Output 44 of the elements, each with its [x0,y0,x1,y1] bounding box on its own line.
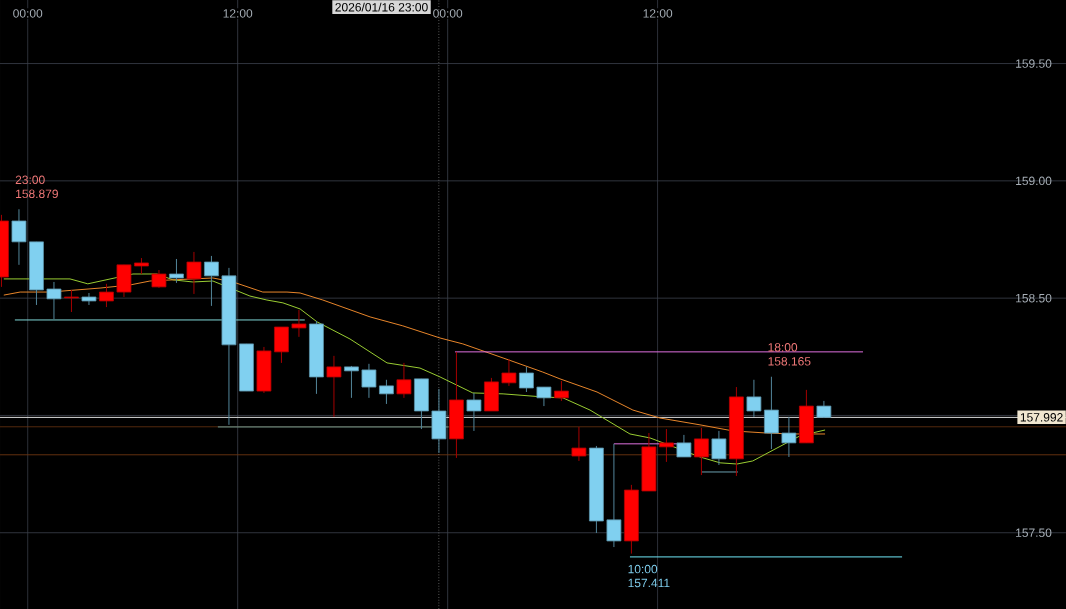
candlestick [99,283,114,308]
y-tick-label: 159.50 [1016,59,1052,68]
candlestick [379,379,394,405]
annotation: 10:00 [628,564,658,574]
y-tick-label: 158.50 [1016,293,1052,303]
candlestick [764,376,779,450]
annotation: 23:00 [15,175,45,185]
candlestick [501,358,517,387]
x-tick-label: 00:00 [433,9,463,18]
candlestick [519,366,534,393]
candlestick [571,426,587,462]
annotation: 157.411 [628,578,670,588]
candlestick [711,430,727,466]
candlestick [344,365,359,399]
candlestick [396,362,412,399]
annotation: 18:00 [768,343,798,352]
x-tick-label: 12:00 [643,9,673,18]
x-tick-label: 00:00 [13,9,43,18]
candlestick [659,428,674,463]
candlestick [554,380,569,402]
candlestick [694,427,709,476]
candlestick [781,416,797,458]
ref-line-label: 157.992 [1020,413,1063,422]
candlestick [536,386,552,407]
candlestick [291,309,307,338]
candlestick [11,208,27,266]
candlestick [81,292,97,306]
annotation: 158.165 [768,357,811,366]
candlestick [169,258,184,284]
candlestick [326,355,342,418]
y-tick-label: 157.50 [1016,528,1052,537]
candlestick [606,443,622,548]
candlestick [676,434,692,458]
annotation: 158.879 [16,189,58,199]
candlestick [64,289,79,313]
candlestick [361,363,377,399]
candlestick [204,255,219,307]
y-tick-label: 159.00 [1016,176,1052,186]
candlestick [746,379,762,418]
ref-line-label: 2026/01/16 23:00 [335,2,428,12]
candlestick [466,392,482,432]
x-tick-label: 12:00 [223,9,253,18]
candlestick [46,281,62,320]
candlestick [186,251,202,295]
